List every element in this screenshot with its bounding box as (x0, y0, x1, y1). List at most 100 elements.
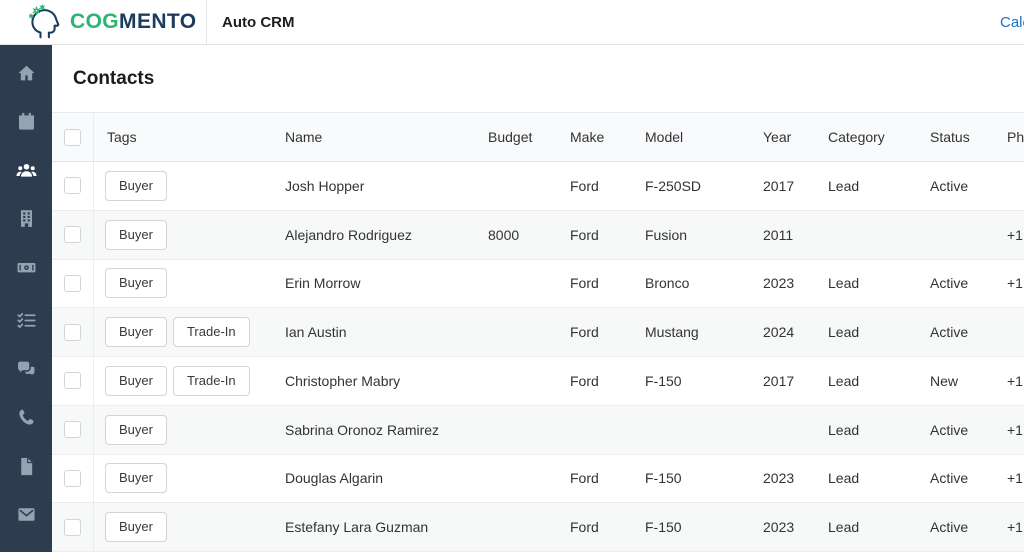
cell-budget (474, 308, 556, 356)
cell-budget (474, 503, 556, 551)
select-all-checkbox[interactable] (64, 128, 81, 146)
cell-budget (474, 455, 556, 503)
main-content: Contacts Tags Name Budget Make Model Yea… (52, 45, 1024, 552)
sidebar-item-companies[interactable] (0, 195, 52, 244)
cell-tags: Buyer (94, 162, 271, 210)
row-checkbox[interactable] (64, 177, 81, 195)
row-checkbox[interactable] (64, 372, 81, 390)
brand-text-cog: COG (70, 10, 120, 33)
sidebar-item-chat[interactable] (0, 345, 52, 394)
calls-phone-icon (18, 409, 34, 425)
tag-chip[interactable]: Buyer (105, 268, 167, 299)
column-header-name[interactable]: Name (285, 129, 323, 145)
tag-chip[interactable]: Buyer (105, 512, 167, 543)
row-checkbox-cell (52, 162, 94, 210)
cell-phone: +1 (1007, 372, 1023, 389)
sidebar-item-calls[interactable] (0, 394, 52, 443)
cell-name[interactable]: Estefany Lara Guzman (285, 519, 429, 536)
cell-tags: Buyer (94, 260, 271, 308)
cell-make: Ford (570, 226, 599, 243)
tag-chip[interactable]: Buyer (105, 365, 167, 396)
page-title: Contacts (73, 67, 155, 89)
row-checkbox[interactable] (64, 274, 81, 292)
column-header-budget[interactable]: Budget (488, 129, 533, 145)
cell-category: Lead (828, 372, 860, 389)
column-header-year[interactable]: Year (763, 129, 792, 145)
row-checkbox[interactable] (64, 469, 81, 487)
row-checkbox-cell (52, 454, 94, 503)
sidebar-item-contacts[interactable] (0, 146, 52, 195)
row-checkbox-cell (52, 210, 94, 259)
cell-name[interactable]: Sabrina Oronoz Ramirez (285, 421, 440, 438)
cell-status: New (930, 372, 959, 389)
cell-name[interactable]: Josh Hopper (285, 177, 365, 194)
cell-make: Ford (570, 519, 599, 536)
cell-name[interactable]: Alejandro Rodriguez (285, 226, 412, 243)
cell-model: F-150 (645, 519, 682, 536)
cell-tags: Buyer (94, 455, 271, 503)
row-checkbox[interactable] (64, 518, 81, 536)
companies-building-icon (20, 210, 32, 228)
sidebar-item-home[interactable] (0, 49, 52, 98)
cell-category: Lead (828, 275, 860, 292)
row-checkbox-cell (52, 357, 94, 405)
tag-chip[interactable]: Buyer (105, 414, 167, 445)
brand-wordmark: COGMENTO (70, 10, 197, 34)
tag-chip[interactable]: Buyer (105, 463, 167, 494)
cell-model (631, 406, 749, 454)
cell-name[interactable]: Erin Morrow (285, 275, 361, 292)
deals-money-icon (17, 262, 35, 273)
row-checkbox[interactable] (64, 323, 81, 341)
sidebar-item-documents[interactable] (0, 442, 52, 491)
cell-make: Ford (570, 372, 599, 389)
sidebar-nav (0, 45, 52, 552)
brand-logo[interactable]: COGMENTO (0, 0, 207, 44)
cogmento-head-gears-icon (28, 4, 60, 39)
cell-model: F-150 (645, 372, 682, 389)
row-checkbox[interactable] (64, 226, 81, 244)
table-row: Buyer Trade-In Christopher Mabry Ford F-1… (52, 357, 1024, 406)
tag-chip[interactable]: Buyer (105, 170, 167, 201)
cell-tags: Buyer (94, 503, 271, 551)
column-header-tags[interactable]: Tags (107, 129, 137, 145)
column-header-model[interactable]: Model (645, 129, 684, 145)
tag-chip[interactable]: Buyer (105, 219, 167, 250)
tag-chip[interactable]: Buyer (105, 317, 167, 348)
column-header-category[interactable]: Category (828, 129, 885, 145)
cell-budget (474, 162, 556, 210)
tag-chip[interactable]: Trade-In (172, 317, 250, 348)
cell-phone: +1 (1007, 226, 1023, 243)
cell-category: Lead (828, 177, 860, 194)
cell-name[interactable]: Ian Austin (285, 324, 347, 341)
cell-status: Active (930, 275, 969, 292)
sidebar-item-tasks[interactable] (0, 297, 52, 346)
cell-year: 2023 (763, 275, 795, 292)
cell-make: Ford (570, 470, 599, 487)
cell-name[interactable]: Christopher Mabry (285, 372, 401, 389)
column-header-make[interactable]: Make (570, 129, 605, 145)
sidebar-item-calendar[interactable] (0, 98, 52, 147)
cell-name[interactable]: Douglas Algarin (285, 470, 384, 487)
cell-category: Lead (828, 519, 860, 536)
sidebar-item-email[interactable] (0, 491, 52, 540)
tag-chip[interactable]: Trade-In (172, 365, 250, 396)
cell-status: Active (930, 470, 969, 487)
cell-category (814, 211, 916, 259)
page-header: Contacts (52, 45, 1024, 112)
cell-budget (474, 357, 556, 405)
cell-budget (474, 260, 556, 308)
column-header-phone[interactable]: Phone (1007, 129, 1024, 145)
row-checkbox[interactable] (64, 421, 81, 439)
cell-tags: Buyer Trade-In (94, 357, 271, 405)
column-header-status[interactable]: Status (930, 129, 970, 145)
cell-tags: Buyer (94, 211, 271, 259)
row-checkbox-cell (52, 259, 94, 308)
cell-status: Active (930, 519, 969, 536)
calendar-link[interactable]: Calendar (1000, 13, 1024, 31)
sidebar-item-deals[interactable] (0, 243, 52, 292)
cell-tags: Buyer Trade-In (94, 308, 271, 356)
cell-year: 2023 (763, 470, 795, 487)
cell-phone (993, 308, 1024, 356)
chat-icon (17, 361, 36, 378)
row-checkbox-cell (52, 405, 94, 454)
